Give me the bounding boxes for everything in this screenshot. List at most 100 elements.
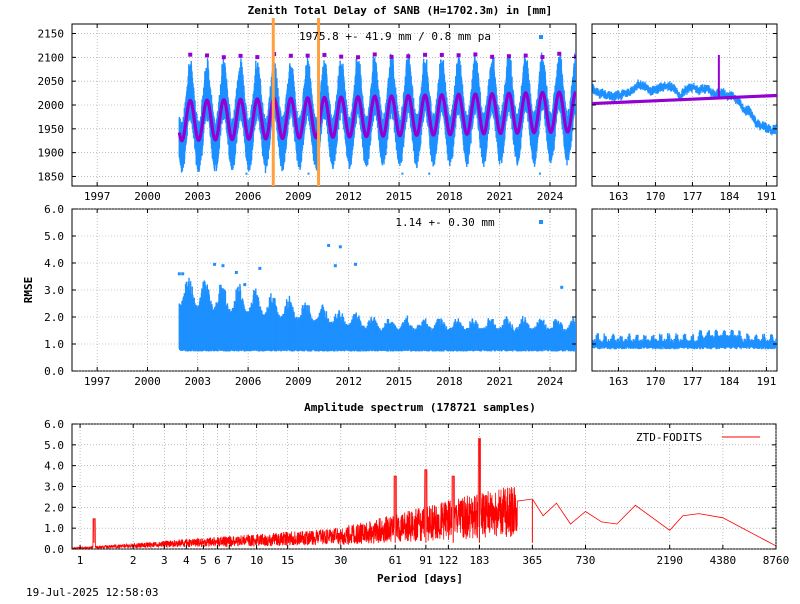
spectrum-y-tick-label: 4.0: [44, 460, 64, 473]
rmse-zoom-x-tick-label: 191: [756, 375, 776, 388]
ztd-model-point: [288, 53, 293, 58]
spectrum-x-tick-label: 4: [183, 554, 190, 567]
spectrum-line: [72, 438, 776, 549]
rmse-x-tick-label: 2009: [285, 375, 312, 388]
footer-timestamp: 19-Jul-2025 12:58:03: [26, 586, 158, 599]
spectrum-y-tick-label: 0.0: [44, 543, 64, 556]
spectrum-x-tick-label: 4380: [710, 554, 737, 567]
rmse-x-tick-label: 2006: [235, 375, 262, 388]
ztd-y-tick-label: 2100: [38, 51, 65, 64]
ztd-model-point: [205, 53, 210, 58]
ztd-x-tick-label: 2006: [235, 190, 262, 203]
rmse-outlier-point: [177, 272, 181, 276]
ztd-model-point: [439, 52, 444, 57]
rmse-y-tick-label: 3.0: [44, 284, 64, 297]
ztd-chart-title: Zenith Total Delay of SANB (H=1702.3m) i…: [248, 4, 553, 17]
rmse-zoom-series-group: [592, 329, 777, 350]
spectrum-series-group: [72, 438, 776, 549]
rmse-outlier-point: [243, 283, 247, 287]
ztd-model-point: [423, 52, 428, 57]
rmse-x-tick-label: 1997: [84, 375, 111, 388]
spectrum-x-axis-label: Period [days]: [377, 572, 463, 585]
ztd-model-curve: [177, 90, 576, 143]
rmse-zoom-x-tick-label: 177: [682, 375, 702, 388]
ztd-obs-point: [538, 172, 541, 175]
ztd-model-point: [523, 53, 528, 58]
spectrum-y-tick-label: 1.0: [44, 522, 64, 535]
ztd-model-point: [506, 54, 511, 59]
spectrum-x-tick-label: 365: [522, 554, 542, 567]
rmse-y-tick-label: 6.0: [44, 203, 64, 216]
ztd-zoom-x-tick-label: 191: [756, 190, 776, 203]
rmse-zoom-x-tick-label: 163: [608, 375, 628, 388]
ztd-y-tick-label: 2050: [38, 75, 65, 88]
spectrum-x-tick-label: 7: [226, 554, 233, 567]
ztd-model-point: [305, 53, 310, 58]
spectrum-x-tick-label: 3: [161, 554, 168, 567]
ztd-model-point: [490, 54, 495, 59]
ztd-zoom-x-tick-label: 170: [645, 190, 665, 203]
ztd-model-point: [389, 54, 394, 59]
ztd-y-tick-label: 1900: [38, 147, 65, 160]
spectrum-x-tick-label: 10: [250, 554, 263, 567]
ztd-model-point: [339, 54, 344, 59]
spectrum-x-tick-label: 122: [438, 554, 458, 567]
rmse-x-tick-label: 2015: [386, 375, 413, 388]
ztd-model-point: [540, 55, 545, 60]
spectrum-y-tick-label: 6.0: [44, 418, 64, 431]
spectrum-x-tick-label: 6: [214, 554, 221, 567]
ztd-obs-point: [245, 172, 248, 175]
rmse-x-tick-label: 2000: [134, 375, 161, 388]
spectrum-x-tick-label: 30: [334, 554, 347, 567]
ztd-model-point: [473, 52, 478, 57]
ztd-x-tick-label: 2012: [335, 190, 362, 203]
rmse-x-tick-label: 2018: [436, 375, 463, 388]
spectrum-y-tick-label: 2.0: [44, 501, 64, 514]
ztd-y-tick-label: 1950: [38, 123, 65, 136]
spectrum-y-tick-label: 5.0: [44, 439, 64, 452]
ztd-model-point: [238, 53, 243, 58]
spectrum-x-tick-label: 2: [130, 554, 137, 567]
spectrum-x-tick-label: 2190: [656, 554, 683, 567]
ztd-model-point: [557, 51, 562, 56]
rmse-x-tick-label: 2021: [486, 375, 513, 388]
ztd-annotation: 1975.8 +- 41.9 mm / 0.8 mm pa: [299, 30, 491, 43]
spectrum-x-tick-label: 91: [419, 554, 432, 567]
ztd-obs-point: [428, 172, 431, 175]
rmse-annotation: 1.14 +- 0.30 mm: [395, 216, 495, 229]
ztd-obs-point: [307, 172, 310, 175]
rmse-y-tick-label: 5.0: [44, 230, 64, 243]
rmse-x-tick-label: 2012: [335, 375, 362, 388]
ztd-x-tick-label: 2009: [285, 190, 312, 203]
rmse-zoom-x-tick-label: 170: [645, 375, 665, 388]
spectrum-x-tick-label: 1: [77, 554, 84, 567]
ztd-x-tick-label: 2024: [537, 190, 564, 203]
rmse-x-tick-label: 2003: [185, 375, 212, 388]
rmse-outlier-point: [353, 262, 357, 266]
rmse-legend-marker: [539, 220, 543, 224]
rmse-outlier-point: [181, 272, 185, 276]
ztd-x-tick-label: 2003: [185, 190, 212, 203]
ztd-series-group: [177, 51, 576, 175]
rmse-outlier-point: [258, 266, 262, 270]
ztd-obs-point: [401, 172, 404, 175]
ztd-x-tick-label: 2018: [436, 190, 463, 203]
rmse-y-tick-label: 2.0: [44, 311, 64, 324]
ztd-zoom-x-tick-label: 163: [608, 190, 628, 203]
ztd-model-point: [372, 52, 377, 57]
spectrum-y-tick-label: 3.0: [44, 481, 64, 494]
spectrum-chart-title: Amplitude spectrum (178721 samples): [304, 401, 536, 414]
rmse-outlier-point: [333, 264, 337, 268]
ztd-model-point: [574, 54, 576, 59]
ztd-y-tick-label: 2150: [38, 28, 65, 41]
rmse-axis-label: RMSE: [22, 277, 35, 304]
ztd-zoom-series-group: [592, 54, 777, 136]
ztd-model-point: [322, 52, 327, 57]
rmse-series-group: [177, 243, 576, 352]
ztd-model-point: [406, 54, 411, 59]
ztd-x-tick-label: 2015: [386, 190, 413, 203]
ztd-model-point: [456, 53, 461, 58]
ztd-model-point: [221, 55, 226, 60]
